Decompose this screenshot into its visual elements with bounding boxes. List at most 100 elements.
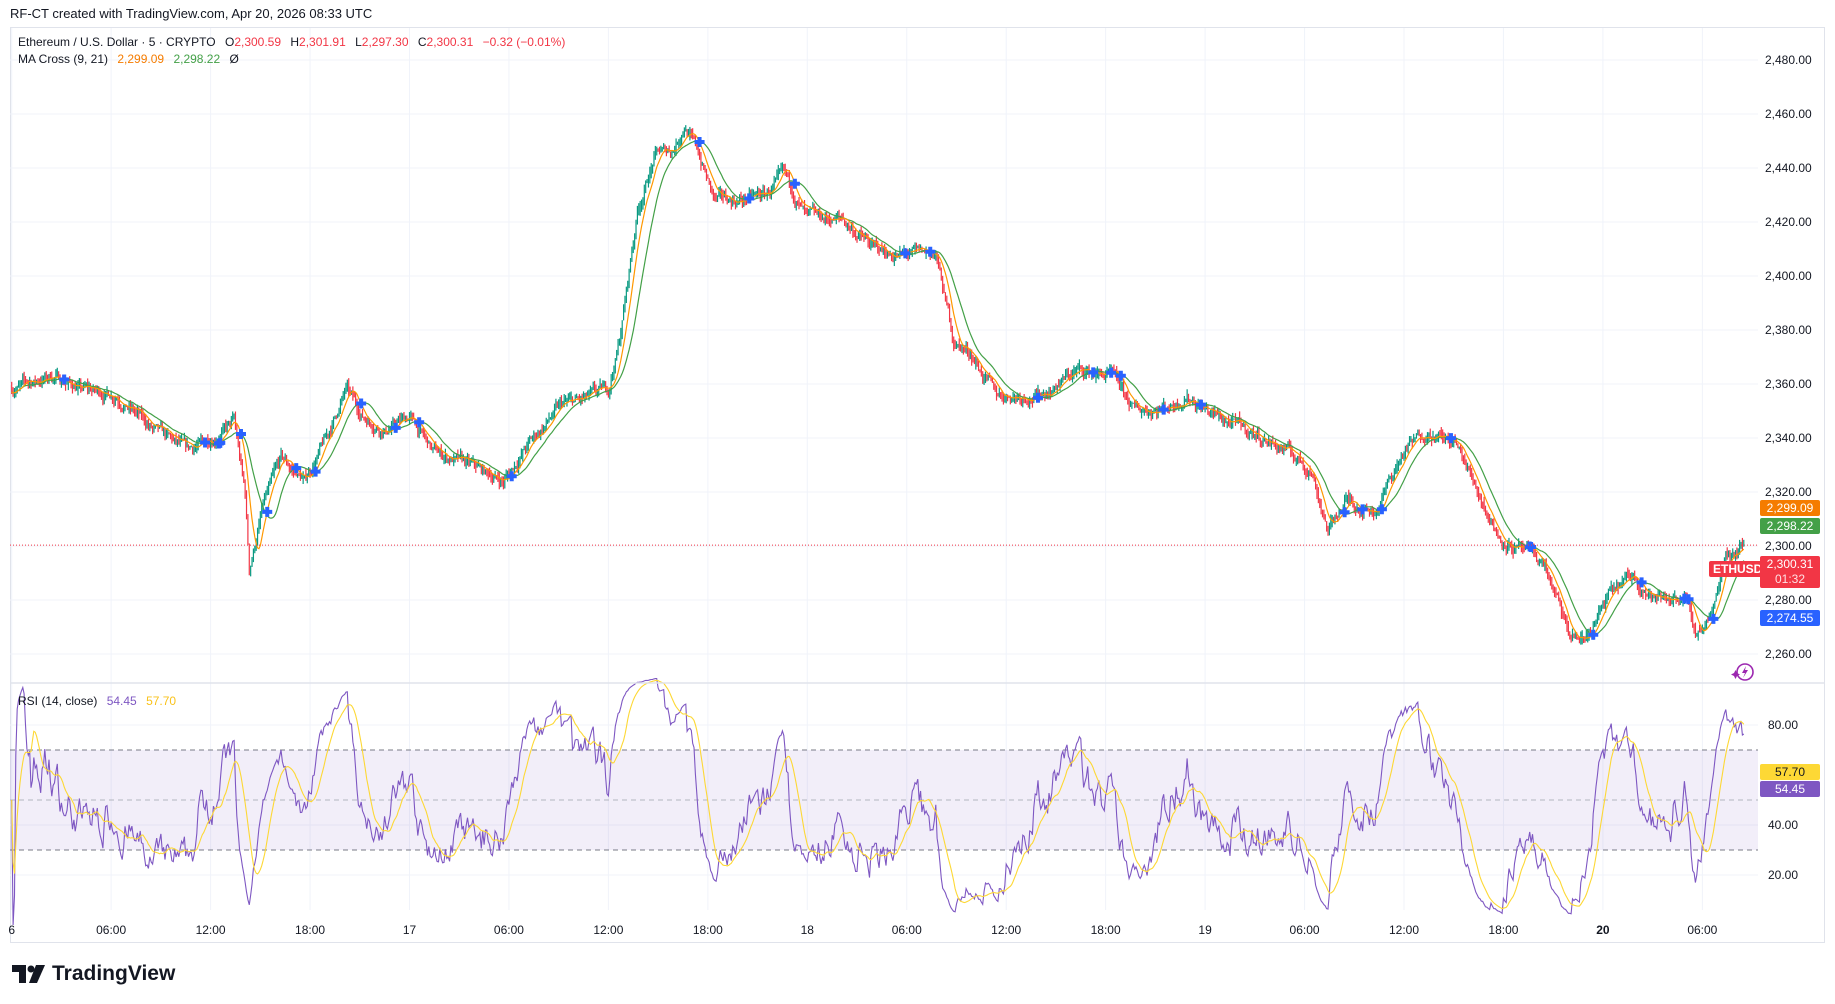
ma-slow-line [11,140,1745,636]
ma-extra-value: Ø [229,52,239,66]
time-tick-label: 18:00 [693,923,723,937]
axes: 2,480.00 2,460.00 2,440.00 2,420.00 2,400.00… [8,53,1825,937]
tradingview-logo-icon [12,965,45,983]
price-tick-label: 2,260.00 [1765,647,1812,661]
chart-credit: RF-CT created with TradingView.com, Apr … [10,6,373,21]
symbol-title: Ethereum / U.S. Dollar · 5 · CRYPTO [18,35,216,49]
last-price-label: 2,300.31 01:32 [1760,556,1820,588]
price-tick-label: 2,360.00 [1765,377,1812,391]
ma-cross-marker [744,193,755,204]
ma-cross-marker [291,463,302,474]
close-value: 2,300.31 [426,35,474,49]
tradingview-logo[interactable]: TradingView [12,962,175,986]
ma-cross-marker [1636,577,1647,588]
rsi-ma-axis-label: 57.70 [1760,764,1820,780]
time-tick-label: 06:00 [494,923,524,937]
price-tick-label: 2,280.00 [1765,593,1812,607]
time-tick-label: 06:00 [892,923,922,937]
rsi-ma-line [11,679,1745,910]
ma-cross-marker [1708,613,1719,624]
ma-cross-legend[interactable]: MA Cross (9, 21) 2,299.09 2,298.22 Ø [18,52,239,66]
ma-cross-marker [1683,594,1694,605]
ma-fast-price-label: 2,299.09 [1760,500,1820,516]
low-value: 2,297.30 [361,35,409,49]
time-tick-label: 06:00 [1290,923,1320,937]
ma-cross-marker [925,246,936,257]
rsi-legend[interactable]: RSI (14, close) 54.45 57.70 [18,694,176,708]
ma-cross-marker [1445,433,1456,444]
time-tick-label: 12:00 [991,923,1021,937]
rsi-axis-label: 54.45 [1760,781,1820,797]
ma-slow-price-label: 2,298.22 [1760,518,1820,534]
symbol-legend[interactable]: Ethereum / U.S. Dollar · 5 · CRYPTO O2,3… [18,35,566,49]
time-tick-label: 17 [403,923,417,937]
time-tick-label: 06:00 [96,923,126,937]
cross-price-label: 2,274.55 [1760,610,1820,626]
ma-cross-marker [310,466,321,477]
ma-cross-marker [1115,370,1126,381]
time-tick-label: 12:00 [1389,923,1419,937]
ma-cross-marker [1195,399,1206,410]
price-tick-label: 2,320.00 [1765,485,1812,499]
time-tick-label: 18:00 [1091,923,1121,937]
ma-fast-value: 2,299.09 [117,52,165,66]
ma-slow-value: 2,298.22 [173,52,221,66]
ma-cross-marker [900,248,911,259]
ma-cross-marker [262,506,273,517]
ma-cross-marker [235,429,246,440]
rsi-line [11,678,1745,926]
rsi-band [10,749,1758,851]
ma-cross-marker [1376,504,1387,515]
time-tick-label: 18 [801,923,815,937]
ma-cross-marker [1588,629,1599,640]
open-value: 2,300.59 [234,35,282,49]
rsi-value: 54.45 [106,694,137,708]
rsi-title: RSI (14, close) [18,694,98,708]
price-tick-label: 2,340.00 [1765,431,1812,445]
ma-cross-marker [1158,404,1169,415]
ma-cross-title: MA Cross (9, 21) [18,52,109,66]
price-tick-label: 2,460.00 [1765,107,1812,121]
price-tick-label: 2,400.00 [1765,269,1812,283]
time-tick-label: 20 [1596,923,1610,937]
time-tick-label: 06:00 [1687,923,1717,937]
ma-cross-marker [1106,367,1117,378]
ma-cross-marker [694,136,705,147]
ma-cross-marker [200,437,211,448]
price-tick-label: 2,300.00 [1765,539,1812,553]
ma-cross-marker [390,422,401,433]
bar-countdown: 01:32 [1774,572,1806,586]
ma-cross-marker [506,471,517,482]
time-tick-label: 18:00 [295,923,325,937]
lightning-icon[interactable] [1730,660,1756,684]
symbol-badge: ETHUSD [1709,561,1767,577]
rsi-ma-value: 57.70 [146,694,177,708]
ma-cross-marker [356,398,367,409]
price-tick-label: 2,480.00 [1765,53,1812,67]
ma-cross-marker [789,178,800,189]
indicator-lines [10,133,1758,926]
time-tick-label: 12:00 [593,923,623,937]
ma-cross-marker [414,417,425,428]
ma-cross-marker [1339,507,1350,518]
last-price-value: 2,300.31 [1766,557,1814,571]
brand-name: TradingView [52,962,176,985]
time-tick-label: 12:00 [196,923,226,937]
rsi-tick-label: 20.00 [1768,868,1798,882]
ma-cross-marker [1032,392,1043,403]
rsi-tick-label: 40.00 [1768,818,1798,832]
high-value: 2,301.91 [299,35,346,49]
candles [11,125,1745,645]
time-tick-label: 18:00 [1488,923,1518,937]
chart-frame [10,27,1825,943]
ma-fast-line [11,133,1745,639]
ma-cross-marker [1526,542,1537,553]
price-tick-label: 2,380.00 [1765,323,1812,337]
ma-cross-marker [59,374,70,385]
time-tick-label: 6 [8,923,15,937]
ma-cross-marker [1357,504,1368,515]
price-tick-label: 2,440.00 [1765,161,1812,175]
change-value: −0.32 (−0.01%) [482,35,566,49]
time-tick-label: 19 [1198,923,1212,937]
